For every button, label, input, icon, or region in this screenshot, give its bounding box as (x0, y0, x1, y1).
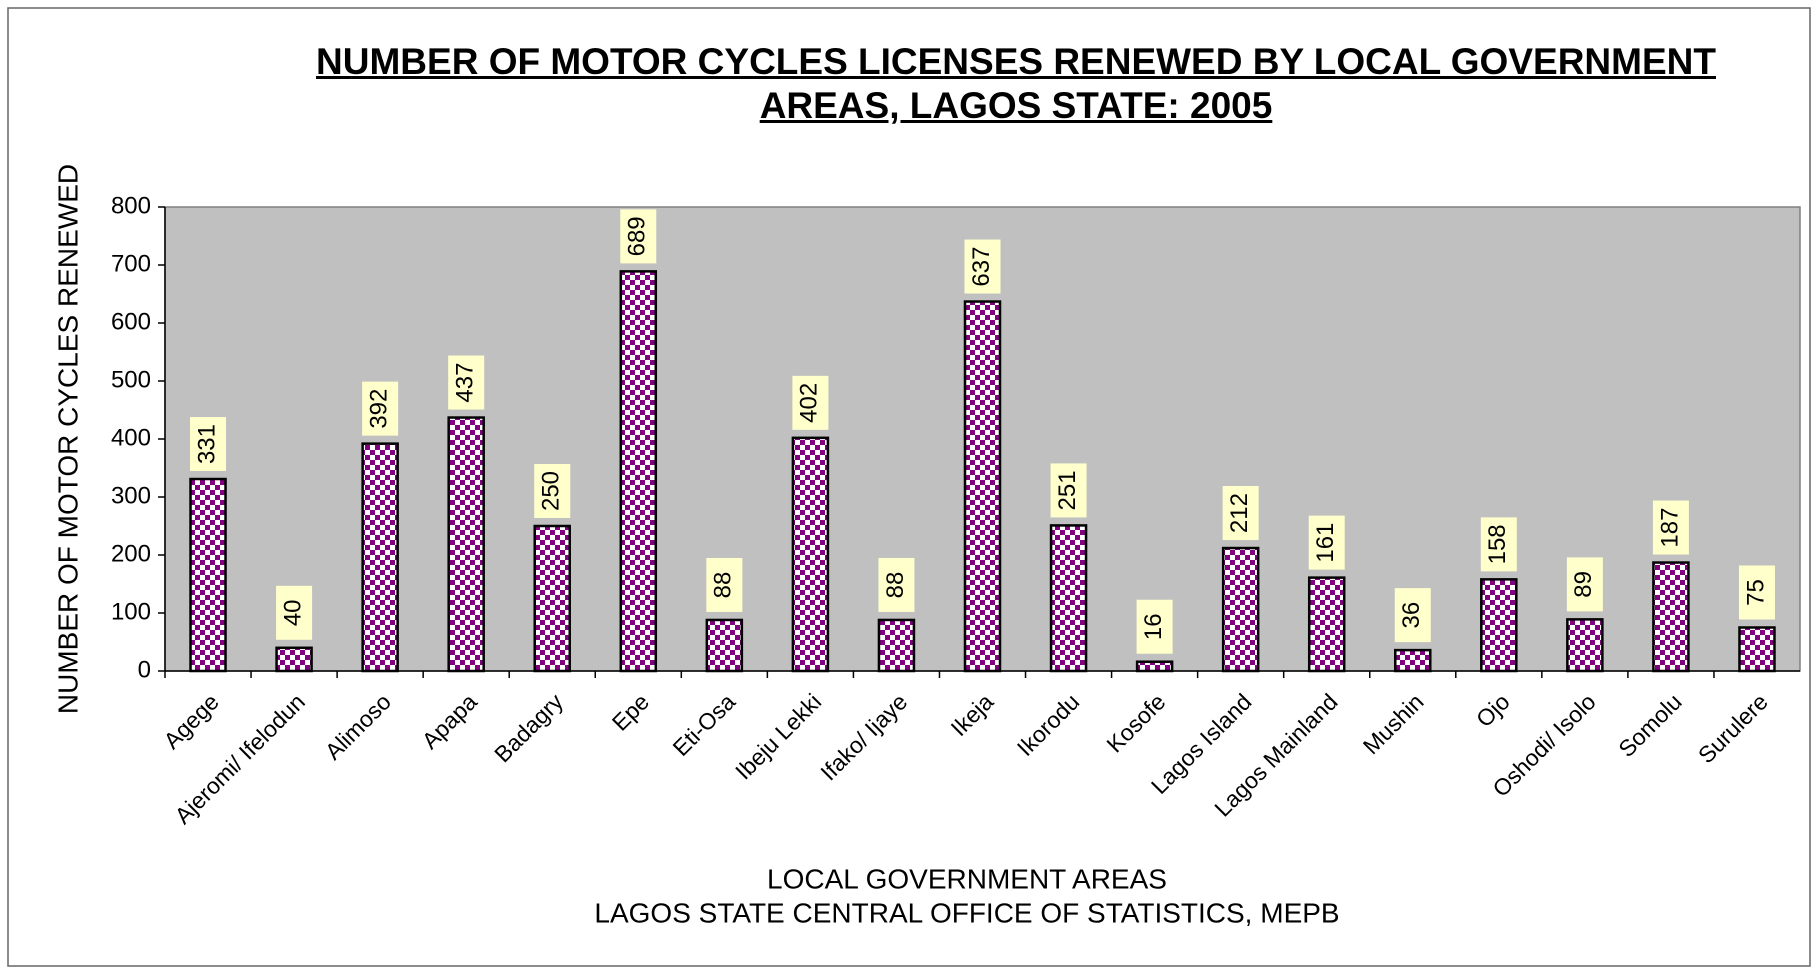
x-tick-label: Alimoso (320, 688, 396, 764)
data-label: 637 (968, 247, 995, 287)
bar (533, 524, 571, 673)
bar (1135, 660, 1174, 673)
y-tick-label: 800 (111, 192, 151, 219)
x-tick-label: Badagry (489, 688, 568, 767)
data-label-box (1136, 599, 1173, 654)
data-label: 161 (1312, 523, 1339, 563)
data-label-box (362, 381, 399, 436)
data-label-box (1652, 500, 1689, 555)
bar (705, 618, 744, 673)
x-tick-label: Surulere (1693, 688, 1773, 768)
bar (877, 618, 916, 673)
data-label-box (706, 557, 743, 612)
x-tick-label: Kosofe (1101, 688, 1170, 757)
y-tick-label: 100 (111, 598, 151, 625)
data-label: 402 (796, 383, 823, 423)
bar (1307, 576, 1346, 673)
bar (1049, 524, 1088, 673)
x-tick-label: Ikorodu (1012, 688, 1085, 761)
y-tick-label: 600 (111, 308, 151, 335)
data-label-box (1394, 588, 1431, 643)
data-label-box (1738, 565, 1775, 620)
bar (1652, 561, 1690, 673)
data-label: 251 (1054, 470, 1081, 510)
frame (7, 7, 1811, 967)
data-label: 158 (1484, 524, 1511, 564)
bar (619, 270, 658, 673)
y-tick-label: 200 (111, 540, 151, 567)
bar (447, 416, 485, 673)
x-tick-label: Eti-Osa (668, 688, 741, 761)
x-tick-label: Ifako/ Ijaye (815, 688, 912, 785)
data-label-box (1222, 486, 1259, 541)
bar (1480, 578, 1518, 673)
x-tick-label: Ojo (1471, 688, 1515, 732)
data-label: 437 (452, 363, 479, 403)
bar (275, 646, 313, 673)
bar (361, 442, 399, 673)
source: LAGOS STATE CENTRAL OFFICE OF STATISTICS… (594, 897, 1339, 928)
y-tick-label: 0 (138, 656, 151, 683)
data-label-box (878, 557, 915, 612)
data-label-box (1566, 557, 1603, 612)
data-label: 187 (1656, 508, 1683, 548)
bar (1221, 546, 1260, 673)
bar (1394, 648, 1432, 673)
chart-title: NUMBER OF MOTOR CYCLES LICENSES RENEWED … (316, 41, 1716, 126)
data-label-box (190, 417, 227, 472)
y-tick-label: 400 (111, 424, 151, 451)
x-tick-label: Somolu (1613, 688, 1687, 762)
x-axis-title: LOCAL GOVERNMENT AREAS (767, 863, 1167, 894)
x-tick-label: Ibeju Lekki (730, 688, 826, 784)
data-label-box (620, 209, 657, 264)
y-tick-label: 500 (111, 366, 151, 393)
data-label-box (534, 464, 571, 518)
bar (189, 477, 227, 673)
data-label: 16 (1140, 613, 1167, 640)
data-label-box (448, 355, 485, 410)
bar (1738, 626, 1776, 673)
y-axis-title: NUMBER OF MOTOR CYCLES RENEWED (52, 164, 83, 714)
data-label-box (964, 239, 1001, 294)
bar (963, 300, 1002, 673)
data-label: 40 (279, 599, 306, 626)
data-label-box (1050, 463, 1087, 518)
data-label: 88 (710, 572, 737, 599)
y-tick-label: 300 (111, 482, 151, 509)
data-label-box (792, 375, 829, 430)
data-label-box (1308, 515, 1345, 570)
data-label: 331 (193, 424, 220, 464)
y-tick-label: 700 (111, 250, 151, 277)
x-tick-label: Agege (158, 688, 223, 753)
data-label: 36 (1398, 602, 1425, 629)
data-label: 89 (1570, 571, 1597, 598)
data-label: 88 (882, 572, 909, 599)
data-label: 250 (538, 471, 565, 511)
x-tick-label: Mushin (1358, 688, 1429, 759)
data-label-box (1480, 517, 1517, 572)
data-label: 75 (1742, 579, 1769, 606)
bar (1566, 618, 1604, 673)
x-tick-label: Epe (607, 688, 654, 735)
bar (791, 436, 830, 673)
x-tick-label: Ikeja (946, 688, 999, 741)
data-label: 392 (365, 389, 392, 429)
x-tick-label: Apapa (417, 688, 483, 754)
data-label: 212 (1226, 493, 1253, 533)
data-label: 689 (624, 216, 651, 256)
data-label-box (276, 585, 313, 640)
